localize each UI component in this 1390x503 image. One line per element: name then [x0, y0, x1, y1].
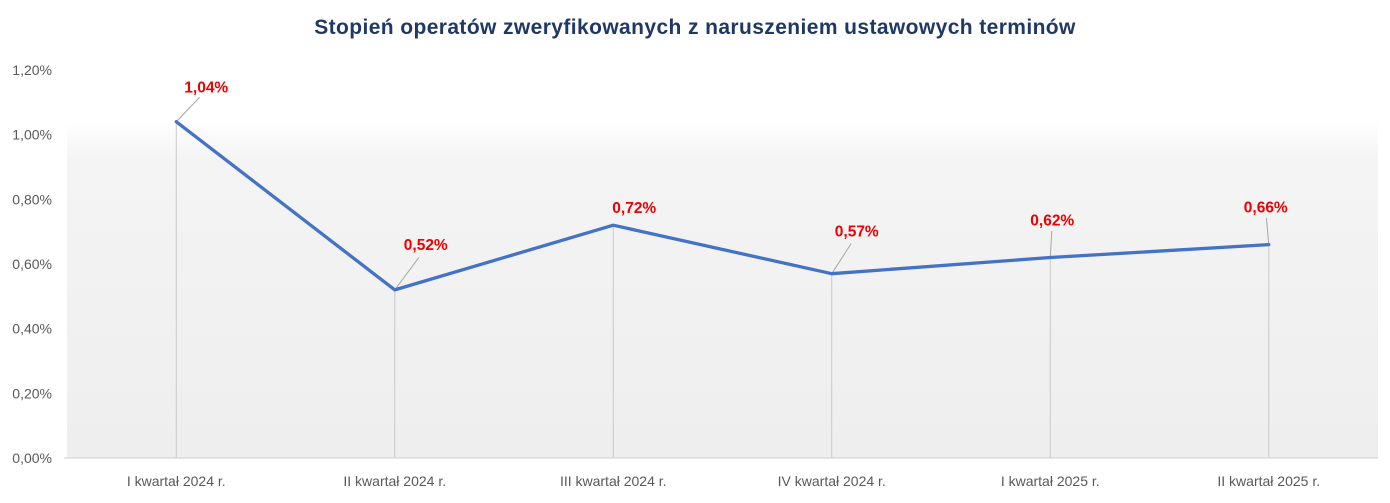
leader-line: [394, 257, 420, 291]
data-label: 0,52%: [404, 237, 448, 254]
leader-line: [831, 243, 852, 274]
data-label: 0,72%: [612, 200, 656, 217]
x-tick-label: II kwartał 2024 r.: [343, 473, 446, 489]
data-label: 0,66%: [1244, 200, 1288, 217]
series-line: [174, 120, 1271, 292]
x-tick-label: III kwartał 2024 r.: [560, 473, 667, 489]
data-label: 0,62%: [1030, 213, 1074, 230]
plot-area: [67, 66, 1378, 458]
y-tick-label: 0,80%: [12, 191, 52, 207]
data-label: 1,04%: [184, 80, 228, 97]
leader-line: [175, 96, 201, 123]
x-tick-label: I kwartał 2024 r.: [127, 473, 226, 489]
x-tick-label: I kwartał 2025 r.: [1001, 473, 1100, 489]
y-tick-label: 0,40%: [12, 321, 52, 337]
y-tick-label: 1,00%: [12, 127, 52, 143]
y-tick-label: 0,60%: [12, 256, 52, 272]
y-tick-label: 0,00%: [12, 450, 52, 466]
x-tick-label: II kwartał 2025 r.: [1217, 473, 1320, 489]
y-tick-label: 0,20%: [12, 385, 52, 401]
y-tick-label: 1,20%: [12, 62, 52, 78]
data-label: 0,57%: [835, 224, 879, 241]
chart-title: Stopień operatów zweryfikowanych z narus…: [314, 16, 1076, 39]
leader-line: [1049, 230, 1053, 258]
x-tick-label: IV kwartał 2024 r.: [778, 473, 886, 489]
leader-line: [1265, 217, 1270, 245]
